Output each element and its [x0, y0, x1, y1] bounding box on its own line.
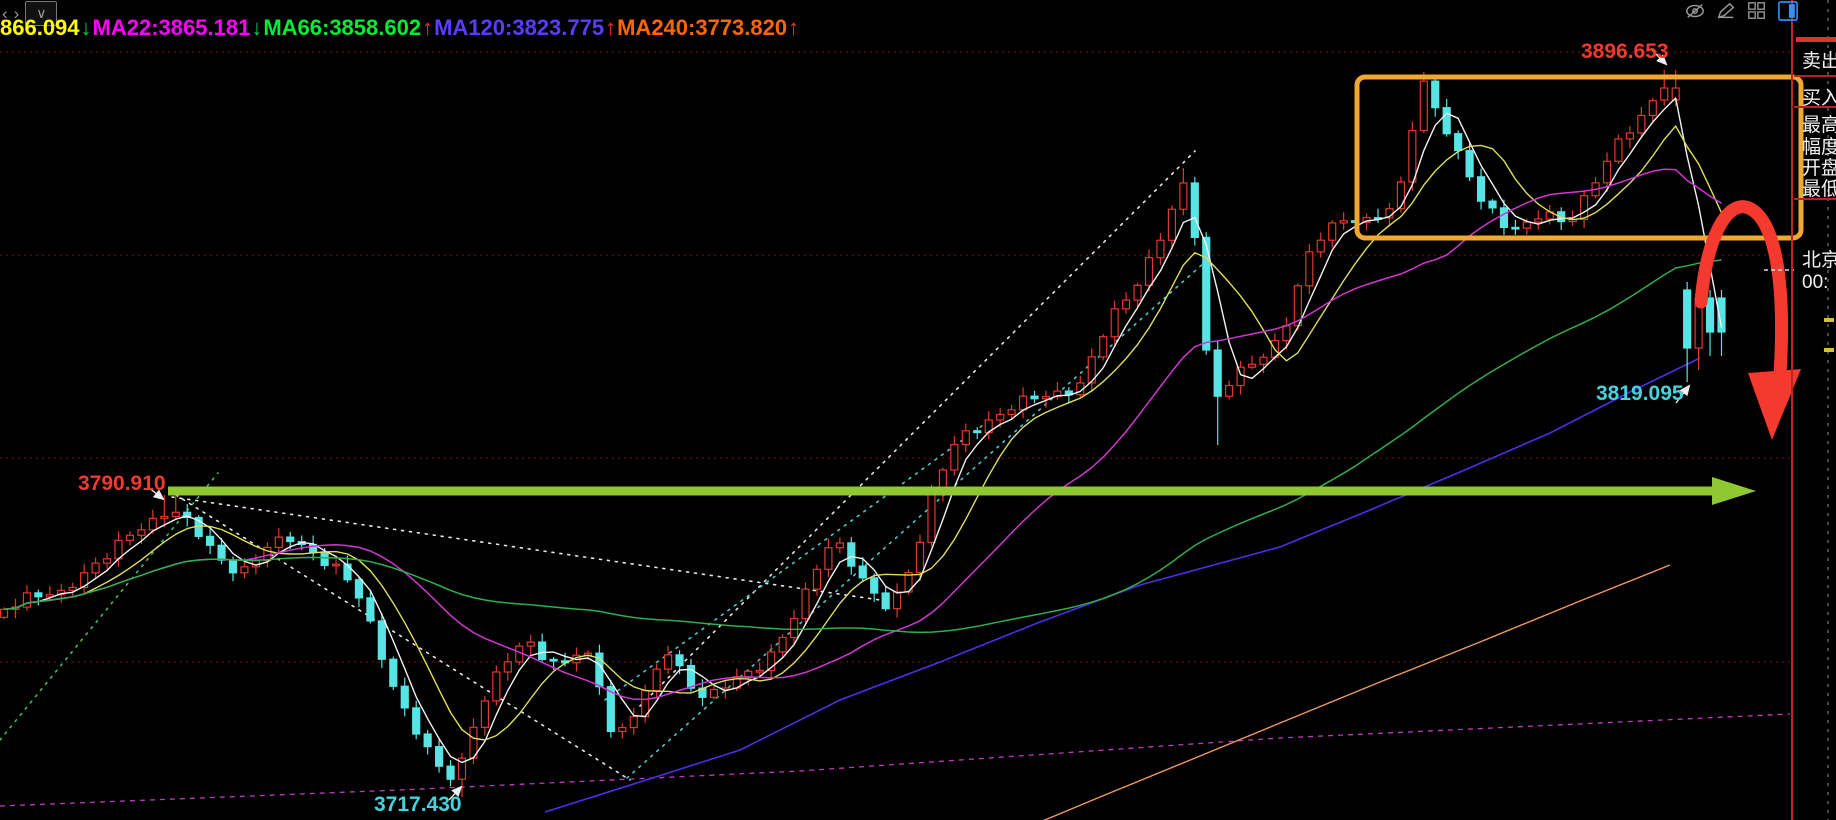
ma-legend-value: MA120:3823.775	[434, 15, 605, 40]
low-label: 最低	[1802, 179, 1836, 200]
buy-label: 买入	[1802, 88, 1836, 109]
price-label: 3819.095	[1596, 382, 1684, 405]
collapse-chevron-left-icon[interactable]: ‹	[2, 3, 8, 23]
panel-toggle-icon[interactable]	[1777, 1, 1799, 21]
price-label: 3717.430	[374, 793, 462, 816]
range-label: 幅度	[1802, 137, 1836, 158]
trend-arrow-icon: ↑	[605, 15, 617, 40]
fast-ma-lines	[3, 97, 1723, 764]
ma-legend: 866.094↓MA22:3865.181↓MA66:3858.602↑MA12…	[0, 15, 800, 41]
axis-lines	[1791, 0, 1829, 820]
trend-arrow-icon: ↓	[80, 15, 92, 40]
drawing-annotations	[147, 49, 1804, 801]
ma-legend-value: MA22:3865.181	[92, 15, 251, 40]
gridlines	[0, 51, 1792, 663]
panel-separator	[1794, 198, 1836, 200]
ma-legend-value: MA240:3773.820	[617, 15, 788, 40]
axis-label-fragment	[1824, 318, 1834, 322]
trend-arrow-icon: ↑	[422, 15, 434, 40]
hide-drawings-eye-icon[interactable]	[1684, 1, 1706, 21]
top-left-toolbar: ‹ › ∨	[2, 1, 58, 26]
indicator-dropdown[interactable]: ∨	[25, 1, 58, 26]
collapse-chevron-right-icon[interactable]: ›	[13, 3, 20, 23]
price-label: 3790.910	[78, 472, 166, 495]
slow-ma-lines	[0, 357, 1791, 820]
ma-legend-value: 866.094	[0, 15, 80, 40]
top-right-toolbar	[1684, 1, 1799, 21]
candles	[0, 70, 1726, 797]
high-label: 最高	[1802, 115, 1836, 136]
open-label: 开盘	[1802, 158, 1836, 179]
sell-label: 卖出	[1802, 51, 1836, 72]
draw-pencil-icon[interactable]	[1715, 1, 1737, 21]
sell-row-highlight	[1796, 37, 1836, 42]
trend-arrow-icon: ↑	[788, 15, 800, 40]
time-value: 00:	[1802, 272, 1829, 293]
beijing-time-label: 北京	[1802, 250, 1836, 271]
trend-arrow-icon: ↓	[251, 15, 263, 40]
panel-separator	[1794, 75, 1836, 77]
layout-grid-icon[interactable]	[1746, 1, 1768, 21]
ma-legend-value: MA66:3858.602	[263, 15, 422, 40]
chevron-down-icon: ∨	[36, 5, 47, 21]
price-label: 3896.653	[1581, 40, 1669, 63]
panel-separator	[1794, 106, 1836, 108]
quote-side-panel: 卖出 买入 最高 幅度 开盘 最低 北京 00:	[1794, 0, 1836, 820]
axis-label-fragment	[1824, 348, 1834, 352]
